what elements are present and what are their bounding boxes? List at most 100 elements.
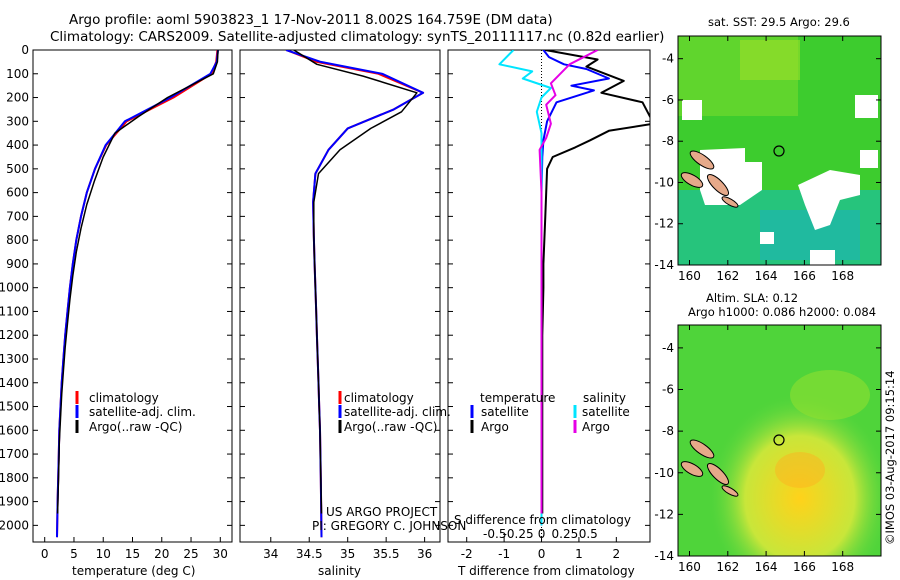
- depth-tick-label: 600: [6, 186, 29, 200]
- sst-map-axes: -4 -6 -8 -10 -12 -14 160 162 164 166 168: [654, 36, 881, 283]
- s-difference-axis-label: S difference from climatology: [454, 513, 631, 527]
- s-tick-label: 0.25: [552, 527, 579, 541]
- legend-climatology: climatology: [89, 391, 159, 405]
- t-difference-axis-label: T difference from climatology: [457, 564, 635, 578]
- watermark: ©IMOS 03-Aug-2017 09:15:14: [883, 370, 897, 545]
- sst-missing-data: [860, 150, 878, 168]
- depth-tick-label: 1100: [0, 304, 29, 318]
- map-y-tick-label: -12: [654, 507, 674, 521]
- difference-x-axis: -2 -1 0 1 2 -0.5-0.25 0 0.25 0.5: [461, 527, 620, 561]
- depth-tick-label: 900: [6, 257, 29, 271]
- sla-anomaly: [790, 370, 870, 420]
- temperature-curves: [56, 50, 219, 538]
- island: [680, 172, 704, 188]
- depth-tick-label: 1300: [0, 352, 29, 366]
- map-y-tick-label: -10: [654, 466, 674, 480]
- x-tick-label: 35.5: [373, 547, 400, 561]
- s-tick-label: -0.5: [483, 527, 506, 541]
- sst-missing-data: [855, 95, 878, 118]
- legend-salinity-heading: salinity: [583, 391, 626, 405]
- island: [706, 462, 730, 486]
- x-tick-label: 5: [70, 547, 78, 561]
- sst-missing-data: [682, 100, 702, 120]
- salinity-panel-frame: [239, 49, 441, 543]
- depth-tick-label: 500: [6, 162, 29, 176]
- sla-map: [678, 325, 881, 556]
- map-x-tick-label: 168: [831, 269, 854, 283]
- series-line-argo-raw-qc-: [56, 50, 219, 514]
- legend-climatology: climatology: [344, 391, 414, 405]
- map-x-tick-label: 166: [793, 269, 816, 283]
- depth-tick-label: 1900: [0, 495, 29, 509]
- sla-map-frame: [677, 324, 882, 557]
- depth-tick-label: 300: [6, 114, 29, 128]
- s-tick-label: 0.5: [579, 527, 598, 541]
- s-tick-label: -0.25: [503, 527, 534, 541]
- map-y-tick-label: -8: [662, 424, 674, 438]
- sst-map: [678, 36, 881, 265]
- x-tick-label: 10: [96, 547, 111, 561]
- depth-tick-label: 1200: [0, 328, 29, 342]
- map-x-tick-label: 168: [831, 560, 854, 574]
- legend-satellite: satellite-adj. clim.: [344, 405, 451, 419]
- island: [689, 150, 715, 170]
- temperature-legend: climatology satellite-adj. clim. Argo(..…: [75, 391, 196, 434]
- x-tick-label: 34.5: [296, 547, 323, 561]
- x-tick-label: 25: [183, 547, 198, 561]
- map-x-tick-label: 162: [716, 269, 739, 283]
- credit-project: US ARGO PROJECT: [326, 505, 438, 519]
- map-y-tick-label: -12: [654, 217, 674, 231]
- depth-tick-label: 1600: [0, 423, 29, 437]
- depth-tick-label: 1400: [0, 376, 29, 390]
- map-x-tick-label: 164: [755, 269, 778, 283]
- map-y-tick-label: -6: [662, 383, 674, 397]
- sla-map-title-2: Argo h1000: 0.086 h2000: 0.084: [688, 305, 876, 319]
- float-location-marker: [773, 145, 785, 157]
- sla-anomaly-peak: [775, 452, 825, 488]
- series-line-satellite-adj-clim-: [285, 50, 425, 538]
- map-y-tick-label: -4: [662, 52, 674, 66]
- x-tick-label: 0: [41, 547, 49, 561]
- map-y-tick-label: -4: [662, 341, 674, 355]
- depth-tick-label: 1800: [0, 471, 29, 485]
- header-title-line1: Argo profile: aoml 5903823_1 17-Nov-2011…: [69, 12, 553, 28]
- header-title-line2: Climatology: CARS2009. Satellite-adjuste…: [50, 29, 664, 45]
- depth-tick-label: 400: [6, 138, 29, 152]
- island: [706, 173, 730, 197]
- depth-tick-label: 800: [6, 233, 29, 247]
- series-line-temperature-argo: [541, 50, 650, 514]
- map-x-tick-label: 160: [678, 560, 701, 574]
- x-tick-label: 34: [263, 547, 278, 561]
- depth-tick-label: 200: [6, 91, 29, 105]
- island: [689, 439, 715, 459]
- s-tick-label: 0: [538, 527, 546, 541]
- x-tick-label: 20: [154, 547, 169, 561]
- sst-missing-data: [700, 148, 762, 205]
- sla-map-title-1: Altim. SLA: 0.12: [706, 291, 798, 305]
- map-x-tick-label: 164: [755, 560, 778, 574]
- series-line-climatology: [285, 50, 425, 538]
- legend-temperature-heading: temperature: [480, 391, 555, 405]
- x-tick-label: 1: [575, 547, 583, 561]
- series-line-temperature-satellite: [540, 50, 610, 526]
- map-y-tick-label: -14: [654, 549, 674, 563]
- map-y-tick-label: -8: [662, 134, 674, 148]
- legend-argo: Argo(..raw -QC): [344, 420, 437, 434]
- island: [680, 461, 704, 477]
- depth-tick-label: 1500: [0, 400, 29, 414]
- salinity-legend: climatology satellite-adj. clim. Argo(..…: [338, 391, 451, 434]
- island: [721, 196, 739, 208]
- credit-pi: PI: GREGORY C. JOHNSON: [312, 519, 466, 533]
- depth-tick-label: 1000: [0, 281, 29, 295]
- x-tick-label: 15: [125, 547, 140, 561]
- x-tick-label: -2: [461, 547, 473, 561]
- legend-argo: Argo(..raw -QC): [89, 420, 182, 434]
- map-x-tick-label: 166: [793, 560, 816, 574]
- x-tick-label: 0: [538, 547, 546, 561]
- x-tick-label: 35: [340, 547, 355, 561]
- legend-satellite: satellite-adj. clim.: [89, 405, 196, 419]
- salinity-curves: [285, 50, 425, 538]
- sst-map-title: sat. SST: 29.5 Argo: 29.6: [708, 15, 850, 29]
- x-tick-label: 2: [613, 547, 621, 561]
